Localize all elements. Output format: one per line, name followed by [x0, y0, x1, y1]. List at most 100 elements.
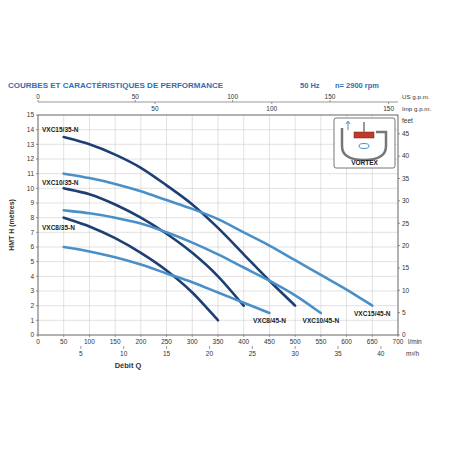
y-tick-label: 11 — [27, 170, 34, 177]
grid-line — [38, 261, 398, 262]
y2-tick — [398, 267, 400, 268]
pump-curve — [64, 218, 218, 321]
curve-label: VXC15/45-N — [354, 310, 391, 317]
y-tick — [36, 276, 38, 277]
y2-tick — [398, 223, 400, 224]
y2-tick — [398, 200, 400, 201]
curves — [64, 137, 373, 320]
top-tick-label: 50 — [151, 105, 159, 112]
top-tick — [232, 100, 233, 102]
y2-tick — [398, 178, 400, 179]
grid-line — [38, 188, 398, 189]
curve-label: VXC10/35-N — [42, 179, 79, 186]
x2-tick — [380, 346, 381, 349]
y-tick — [36, 305, 38, 306]
x-tick-label: 350 — [213, 338, 224, 345]
x-tick — [346, 335, 347, 337]
inset-volute — [342, 128, 386, 160]
y2-tick-label: 30 — [402, 197, 410, 204]
x-tick-label: 100 — [84, 338, 95, 345]
x-tick-label: 500 — [290, 338, 301, 345]
pump-curve — [64, 247, 270, 313]
y2-tick — [398, 312, 400, 313]
grid-line — [269, 115, 270, 335]
y2-tick-label: 15 — [402, 264, 410, 271]
top-tick-label: 100 — [266, 105, 277, 112]
x2-tick-label: 25 — [249, 350, 257, 357]
grid-line — [115, 115, 116, 335]
y2-tick-label: 5 — [402, 309, 406, 316]
x-tick — [63, 335, 64, 337]
pump-curve — [64, 188, 244, 305]
x-tick — [269, 335, 270, 337]
y-tick — [36, 173, 38, 174]
x-tick-label: 0 — [36, 338, 40, 345]
frequency: 50 Hz — [300, 81, 320, 90]
background — [0, 0, 452, 452]
y-tick-label: 1 — [30, 317, 34, 324]
pump-curve — [64, 174, 373, 306]
x-tick-label: 600 — [341, 338, 352, 345]
chart: COURBES ET CARACTÉRISTIQUES DE PERFORMAN… — [0, 0, 452, 452]
y-tick — [36, 129, 38, 130]
y-tick-label: 6 — [30, 243, 34, 250]
y2-tick — [398, 335, 400, 336]
top-unit: Imp g.p.m. — [402, 105, 432, 112]
y-tick-label: 14 — [27, 126, 35, 133]
y-tick-label: 8 — [30, 214, 34, 221]
top-tick — [154, 102, 155, 104]
x-tick-label: 400 — [238, 338, 249, 345]
x2-unit: m³/h — [406, 350, 419, 357]
y-tick — [36, 188, 38, 189]
plot-frame — [38, 115, 398, 335]
x-tick — [140, 335, 141, 337]
x-tick — [89, 335, 90, 337]
curve-label: VXC15/35-N — [42, 126, 79, 133]
top-tick — [330, 100, 331, 102]
top-tick-label: 0 — [36, 93, 40, 100]
y2-tick — [398, 290, 400, 291]
y-tick — [36, 217, 38, 218]
y2-tick-label: 20 — [402, 242, 410, 249]
y-tick-label: 7 — [30, 229, 34, 236]
x-tick — [372, 335, 373, 337]
y-tick-label: 15 — [27, 111, 35, 118]
x-tick-label: 200 — [135, 338, 146, 345]
y-tick-label: 12 — [27, 155, 35, 162]
y-tick-label: 4 — [30, 273, 34, 280]
top-tick — [271, 102, 272, 104]
grid-line — [38, 247, 398, 248]
x-unit: l/min — [408, 338, 422, 345]
x-tick-label: 250 — [161, 338, 172, 345]
x-tick-label: 450 — [264, 338, 275, 345]
x-tick-label: 550 — [315, 338, 326, 345]
x-tick — [192, 335, 193, 337]
x-tick — [218, 335, 219, 337]
x-tick-label: 50 — [60, 338, 68, 345]
inset-swirl — [359, 144, 369, 149]
y-tick — [36, 335, 38, 336]
x-tick — [320, 335, 321, 337]
grid-line — [38, 232, 398, 233]
grid-line — [38, 173, 398, 174]
top-tick-label: 150 — [383, 105, 394, 112]
x-tick — [243, 335, 244, 337]
y2-tick — [398, 156, 400, 157]
curve-label: VXC8/45-N — [253, 317, 286, 324]
top-tick-label: 150 — [325, 93, 336, 100]
grid-line — [166, 115, 167, 335]
x-title: Débit Q — [115, 361, 142, 370]
y2-tick-label: 25 — [402, 220, 410, 227]
y2-tick-label: 0 — [402, 331, 406, 338]
pump-curve — [64, 210, 321, 313]
y2-tick-label: 45 — [402, 130, 410, 137]
top-tick — [388, 102, 389, 104]
grid-line — [140, 115, 141, 335]
x-tick-label: 300 — [187, 338, 198, 345]
top-tick-label: 100 — [227, 93, 238, 100]
x-tick-label: 700 — [393, 338, 404, 345]
x2-tick — [209, 346, 210, 349]
curve-label: VXC8/35-N — [42, 224, 75, 231]
x2-tick-label: 15 — [163, 350, 171, 357]
x2-tick — [123, 346, 124, 349]
